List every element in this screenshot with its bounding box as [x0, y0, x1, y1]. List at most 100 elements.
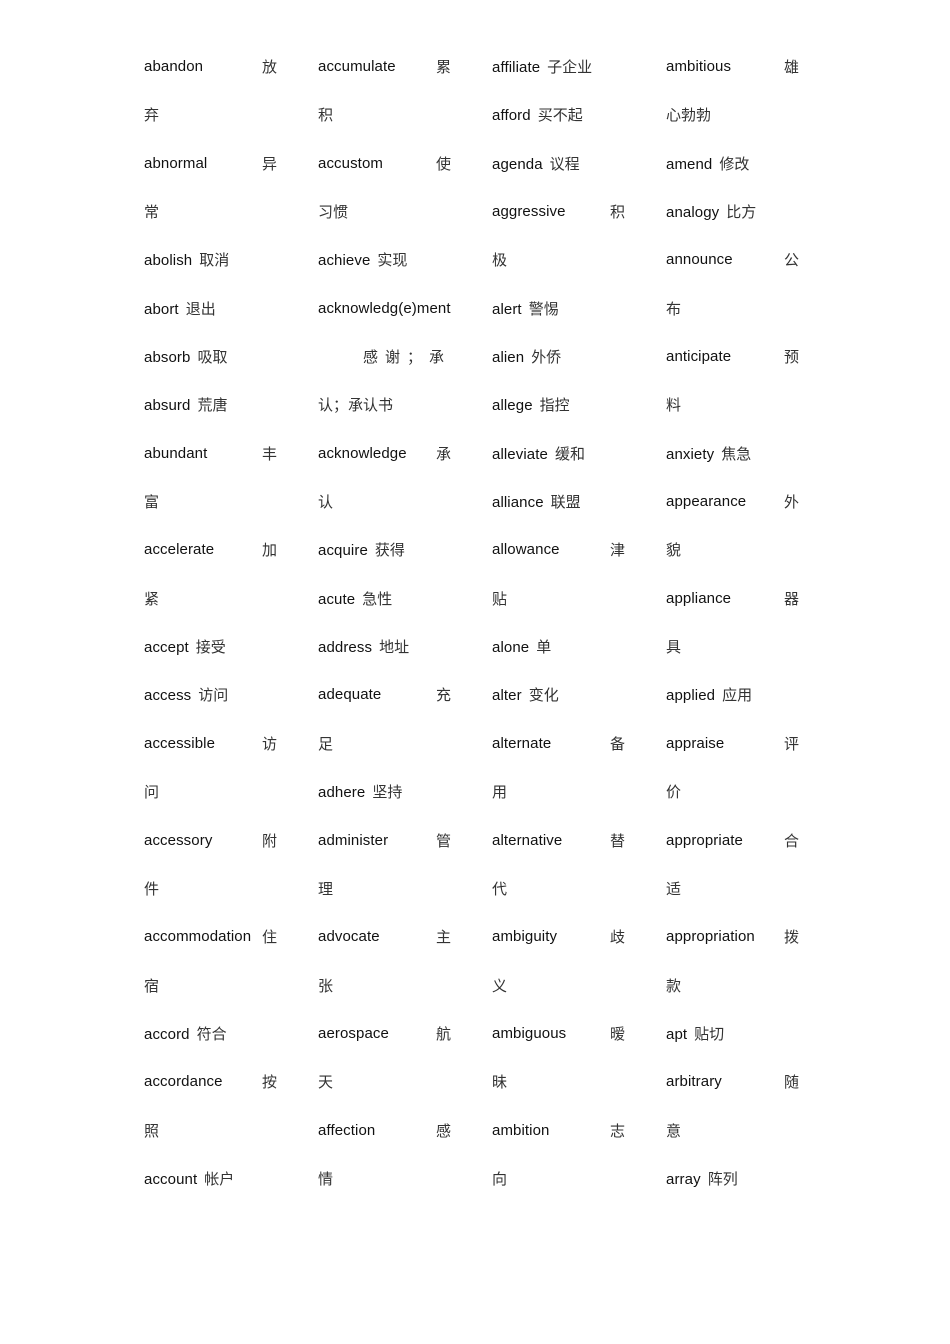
english-word: array: [666, 1170, 701, 1188]
chinese-meaning: 实现: [377, 251, 408, 270]
english-word: accelerate: [144, 541, 215, 559]
english-word: amend: [666, 155, 713, 173]
vocab-line: 意: [666, 1107, 799, 1155]
vocab-line: adhere 坚持: [318, 768, 451, 816]
chinese-meaning: 情: [318, 1169, 334, 1188]
vocab-line: abolish 取消: [144, 236, 277, 284]
chinese-meaning: 暧: [609, 1024, 625, 1043]
english-word: aerospace: [318, 1024, 389, 1042]
vocab-line: allege 指控: [492, 381, 625, 429]
chinese-meaning: 缓和: [554, 444, 585, 463]
chinese-meaning: 貌: [666, 541, 682, 560]
chinese-meaning: 照: [144, 1121, 160, 1140]
vocab-line: accessible 访: [144, 720, 277, 768]
chinese-meaning: 代: [492, 879, 508, 898]
chinese-meaning: 阵列: [707, 1169, 738, 1188]
english-word: accustom: [318, 154, 383, 172]
vocab-line: 料: [666, 381, 799, 429]
chinese-meaning: 感谢；承: [362, 348, 451, 367]
vocab-line: alone 单: [492, 623, 625, 671]
chinese-meaning: 随: [783, 1073, 799, 1092]
chinese-meaning: 弃: [144, 106, 160, 125]
vocab-line: 貌: [666, 526, 799, 574]
vocab-line: account 帐户: [144, 1155, 277, 1203]
vocab-line: alternate 备: [492, 720, 625, 768]
vocab-line: accordance 按: [144, 1058, 277, 1106]
vocab-line: accommodation 住: [144, 913, 277, 961]
vocab-line: ambiguous 暧: [492, 1010, 625, 1058]
column-3: affiliate 子企业 afford 买不起 agenda 议程 aggressive 积…: [492, 43, 625, 1203]
chinese-meaning: 贴: [492, 589, 508, 608]
vocab-line: 宿: [144, 962, 277, 1010]
chinese-meaning: 接受: [195, 638, 226, 657]
chinese-meaning: 适: [666, 879, 682, 898]
chinese-meaning: 用: [492, 783, 508, 802]
english-word: adequate: [318, 686, 382, 704]
chinese-meaning: 替: [609, 831, 625, 850]
vocab-line: 代: [492, 865, 625, 913]
vocab-line: 义: [492, 962, 625, 1010]
chinese-meaning: 修改: [719, 154, 750, 173]
vocab-line: alien 外侨: [492, 333, 625, 381]
english-word: affection: [318, 1121, 376, 1139]
english-word: acknowledge: [318, 444, 407, 462]
chinese-meaning: 拨: [783, 928, 799, 947]
column-2: accumulate 累积 accustom 使习惯 achieve 实现 acknowle…: [318, 43, 451, 1203]
chinese-meaning: 子企业: [547, 58, 593, 76]
chinese-meaning: 向: [492, 1169, 508, 1188]
english-word: abolish: [144, 252, 193, 270]
vocab-line: 理: [318, 865, 451, 913]
chinese-meaning: 坚持: [372, 783, 403, 802]
vocab-line: arbitrary 随: [666, 1058, 799, 1106]
chinese-meaning: 管: [435, 831, 451, 850]
chinese-meaning: 积: [318, 106, 334, 125]
vocab-line: afford 买不起: [492, 91, 625, 139]
english-word: analogy: [666, 204, 720, 222]
vocab-line: appropriation 拨: [666, 913, 799, 961]
chinese-meaning: 急性: [362, 589, 393, 608]
chinese-meaning: 意: [666, 1121, 682, 1140]
vocab-line: appraise 评: [666, 720, 799, 768]
english-word: absurd: [144, 397, 191, 415]
vocab-line: 适: [666, 865, 799, 913]
vocab-line: aerospace 航: [318, 1010, 451, 1058]
vocab-line: 情: [318, 1155, 451, 1203]
vocab-line: alternative 替: [492, 817, 625, 865]
vocab-line: announce 公: [666, 236, 799, 284]
english-word: arbitrary: [666, 1073, 722, 1091]
chinese-meaning: 变化: [528, 686, 559, 705]
vocab-line: amend 修改: [666, 140, 799, 188]
vocab-line: 弃: [144, 91, 277, 139]
vocab-line: appearance 外: [666, 478, 799, 526]
english-word: achieve: [318, 252, 371, 270]
vocab-line: 向: [492, 1155, 625, 1203]
vocab-line: analogy 比方: [666, 188, 799, 236]
vocab-line: alliance 联盟: [492, 478, 625, 526]
chinese-meaning: 歧: [609, 928, 625, 947]
vocab-line: acknowledg(e)ment: [318, 285, 451, 333]
vocab-line: access 访问: [144, 671, 277, 719]
vocab-line: 布: [666, 285, 799, 333]
vocab-line: ambition 志: [492, 1107, 625, 1155]
chinese-meaning: 承: [435, 444, 451, 463]
vocab-line: 认: [318, 478, 451, 526]
chinese-meaning: 焦急: [721, 444, 752, 463]
vocab-line: anticipate 预: [666, 333, 799, 381]
english-word: address: [318, 639, 373, 657]
vocab-line: applied 应用: [666, 671, 799, 719]
english-word: affiliate: [492, 59, 541, 76]
vocab-line: 认；承认书: [318, 381, 451, 429]
chinese-meaning: 退出: [185, 299, 216, 318]
chinese-meaning: 价: [666, 783, 682, 802]
vocab-line: 张: [318, 962, 451, 1010]
vocab-line: 常: [144, 188, 277, 236]
chinese-meaning: 志: [609, 1121, 625, 1140]
chinese-meaning: 访: [261, 734, 277, 753]
english-word: abundant: [144, 444, 208, 462]
english-word: alert: [492, 300, 522, 318]
vocab-line: affiliate 子企业: [492, 43, 625, 91]
english-word: aggressive: [492, 203, 566, 221]
vocab-line: appliance 器: [666, 575, 799, 623]
chinese-meaning: 宿: [144, 976, 160, 995]
chinese-meaning: 地址: [379, 638, 410, 657]
